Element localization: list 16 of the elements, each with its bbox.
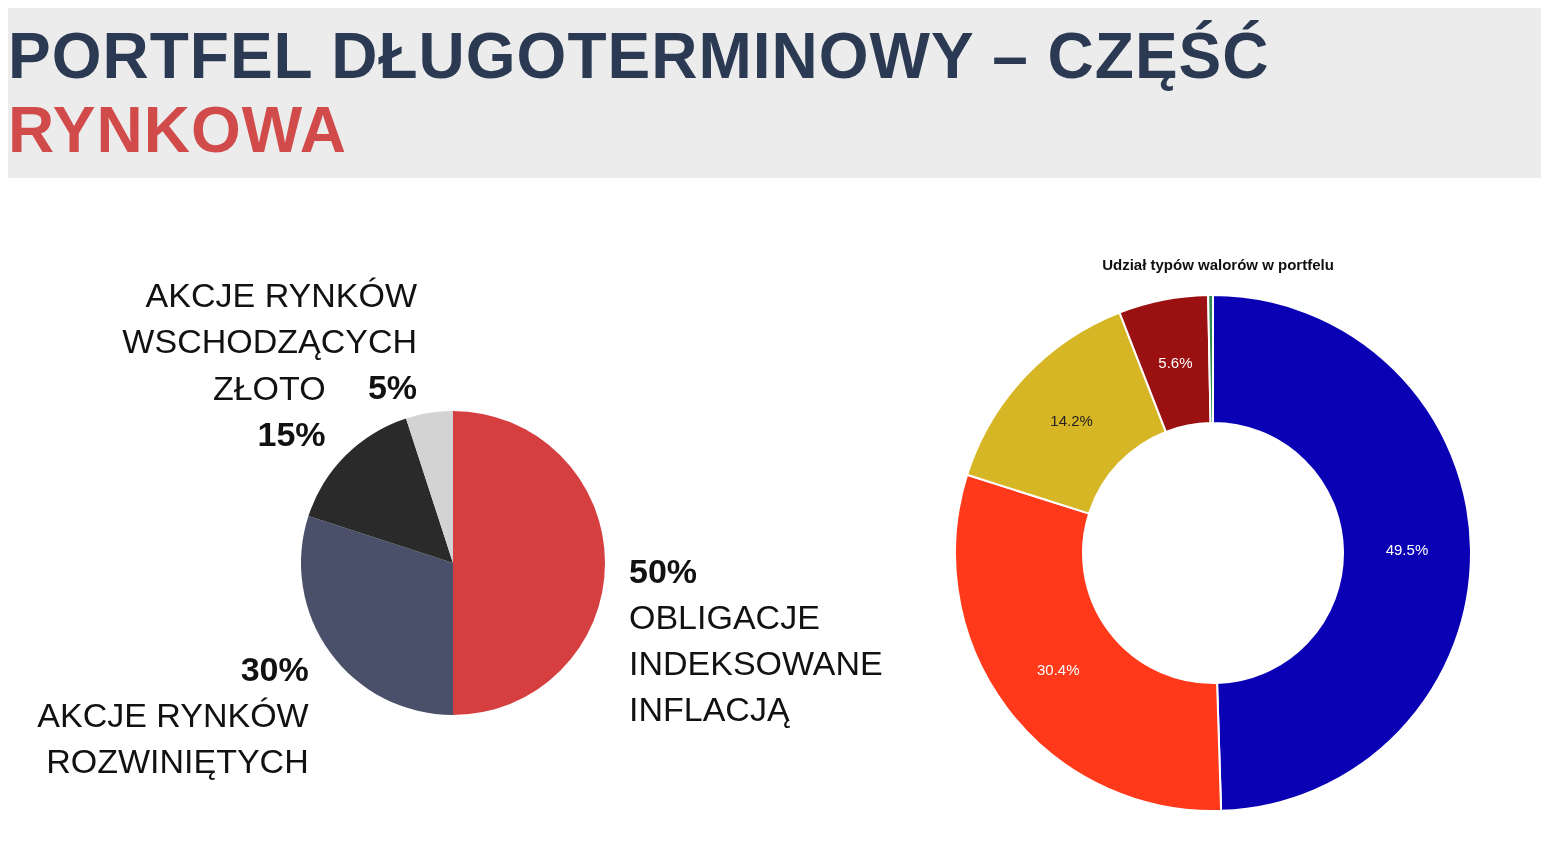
- chart-title: Udział typów walorów w portfelu: [1101, 256, 1335, 273]
- chart-title: PORTFEL DŁUGOTERMINOWY – CZĘŚĆ RYNKOWA: [8, 20, 1270, 166]
- pie-slice: [406, 411, 453, 563]
- data-label: 5%: [367, 368, 418, 407]
- data-label: 49.5%: [1385, 541, 1429, 559]
- data-label: 14.2%: [1050, 411, 1093, 429]
- slice-label: ZŁOTO: [212, 368, 326, 407]
- data-label: 50%: [629, 552, 698, 590]
- slice-label: AKCJE RYNKÓW WSCHODZĄCYCH: [122, 276, 418, 361]
- slice-label: OBLIGACJE INDEKSOWANE INFLACJĄ: [629, 598, 883, 728]
- data-label: 5.6%: [1158, 354, 1193, 372]
- data-label: 30%: [240, 649, 309, 688]
- slice-label: AKCJE RYNKÓW ROZWINIĘTYCH: [37, 695, 309, 780]
- pie-slice: [453, 411, 605, 715]
- data-label: 15%: [257, 414, 326, 453]
- data-label: 30.4%: [1036, 661, 1080, 679]
